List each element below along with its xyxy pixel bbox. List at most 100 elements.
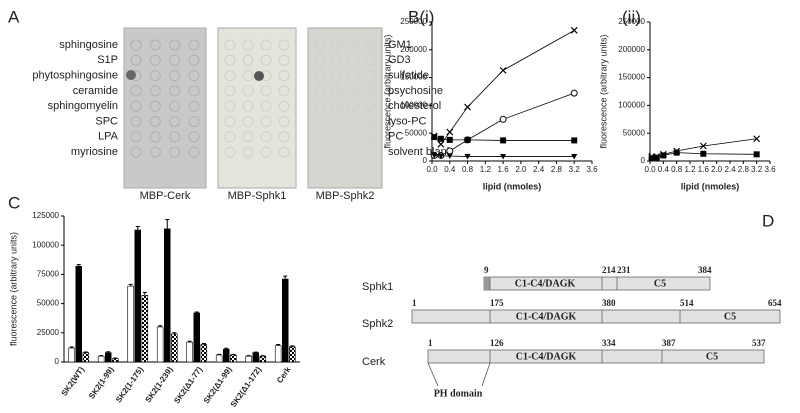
error-bar xyxy=(201,343,206,345)
spot xyxy=(260,54,272,66)
spot xyxy=(130,39,142,51)
lipid-label: lyso-PC xyxy=(388,115,427,127)
spot xyxy=(260,100,272,112)
error-bar xyxy=(128,283,133,287)
marker-square xyxy=(464,136,471,143)
spot xyxy=(278,116,290,127)
marker-circle xyxy=(570,89,578,97)
spot xyxy=(347,100,359,112)
x-tick-label: 3.2 xyxy=(751,165,763,174)
residue-number: 126 xyxy=(490,338,504,348)
spot xyxy=(130,85,142,97)
spot xyxy=(364,39,376,51)
spot xyxy=(278,100,290,112)
y-tick-label: 75000 xyxy=(37,270,60,279)
residue-number: 537 xyxy=(752,338,766,348)
residue-number: 9 xyxy=(484,265,489,275)
spot xyxy=(149,54,161,66)
error-bar xyxy=(135,226,140,231)
y-tick-label: 100000 xyxy=(400,101,427,110)
x-tick-label: 0.0 xyxy=(426,165,438,174)
spot xyxy=(331,54,343,66)
lipid-label: SPC xyxy=(95,115,118,127)
x-tick-label: 0.8 xyxy=(462,165,474,174)
bar xyxy=(75,265,83,363)
bar xyxy=(82,352,90,363)
x-tick-label: SK2(Δ1-172) xyxy=(229,365,264,409)
spot xyxy=(169,116,181,127)
x-axis-label: lipid (nmoles) xyxy=(681,181,740,191)
ph-bracket xyxy=(427,362,491,387)
spot xyxy=(331,131,343,143)
spot xyxy=(242,39,254,51)
protein-box xyxy=(411,309,781,324)
x-tick-label: 1.2 xyxy=(684,165,696,174)
spot xyxy=(224,54,236,66)
spot xyxy=(260,39,272,51)
spot xyxy=(188,70,200,82)
error-bar xyxy=(99,355,104,357)
error-bar xyxy=(187,340,192,343)
x-tick-label: 1.2 xyxy=(480,165,492,174)
spot xyxy=(364,116,376,127)
bar xyxy=(281,278,289,363)
domain-label: C5 xyxy=(724,311,736,322)
spot xyxy=(347,54,359,66)
spot xyxy=(224,70,236,82)
spot xyxy=(278,70,290,82)
bar xyxy=(68,347,75,363)
membrane-label: MBP-Cerk xyxy=(140,190,191,202)
marker-square xyxy=(673,149,680,156)
x-tick-label: 3.6 xyxy=(764,165,776,174)
lipid-label: S1P xyxy=(97,54,118,66)
spot xyxy=(278,146,290,158)
spot xyxy=(347,39,359,51)
x-tick-label: 3.2 xyxy=(569,165,581,174)
spot xyxy=(364,146,376,158)
spot xyxy=(149,116,161,127)
spot xyxy=(364,85,376,97)
spot xyxy=(169,100,181,112)
lipid-label: cholesterol xyxy=(388,100,441,112)
bar xyxy=(112,358,119,363)
residue-number: 1 xyxy=(428,338,433,348)
x-tick-label: 3.6 xyxy=(586,165,598,174)
x-tick-label: 2.0 xyxy=(711,165,723,174)
protein-name: Sphk1 xyxy=(362,281,393,293)
spot xyxy=(314,131,326,143)
residue-number: 654 xyxy=(768,298,782,308)
spot xyxy=(242,54,254,66)
spot xyxy=(331,116,343,127)
residue-number: 175 xyxy=(490,298,504,308)
spot xyxy=(149,100,161,112)
spot xyxy=(314,85,326,97)
residue-number: 514 xyxy=(680,298,694,308)
error-bar xyxy=(142,292,147,296)
spot xyxy=(364,131,376,143)
error-bar xyxy=(231,353,236,355)
x-tick-label: 0.0 xyxy=(644,165,656,174)
domain-label: C5 xyxy=(706,351,718,362)
membrane-label: MBP-Sphk2 xyxy=(316,190,375,202)
spot xyxy=(314,100,326,112)
residue-number: 384 xyxy=(698,265,712,275)
marker-triangle xyxy=(571,154,578,160)
y-tick-label: 0 xyxy=(641,156,646,165)
bar xyxy=(289,346,296,363)
spot xyxy=(242,85,254,97)
y-axis-label: fluorescence (arbitrary units) xyxy=(8,232,18,346)
y-tick-label: 250000 xyxy=(618,17,645,26)
x-tick-label: 2.8 xyxy=(551,165,563,174)
x-tick-label: SK2(1-175) xyxy=(114,365,145,404)
spot xyxy=(347,70,359,82)
spot xyxy=(224,100,236,112)
spot xyxy=(169,85,181,97)
domain-label: C1-C4/DAGK xyxy=(516,311,577,322)
y-axis-label: fluorescence (arbitrary units) xyxy=(382,34,392,148)
spot xyxy=(188,146,200,158)
spot xyxy=(347,85,359,97)
marker-square xyxy=(431,134,438,141)
error-bar xyxy=(217,353,222,355)
y-tick-label: 100000 xyxy=(618,101,645,110)
